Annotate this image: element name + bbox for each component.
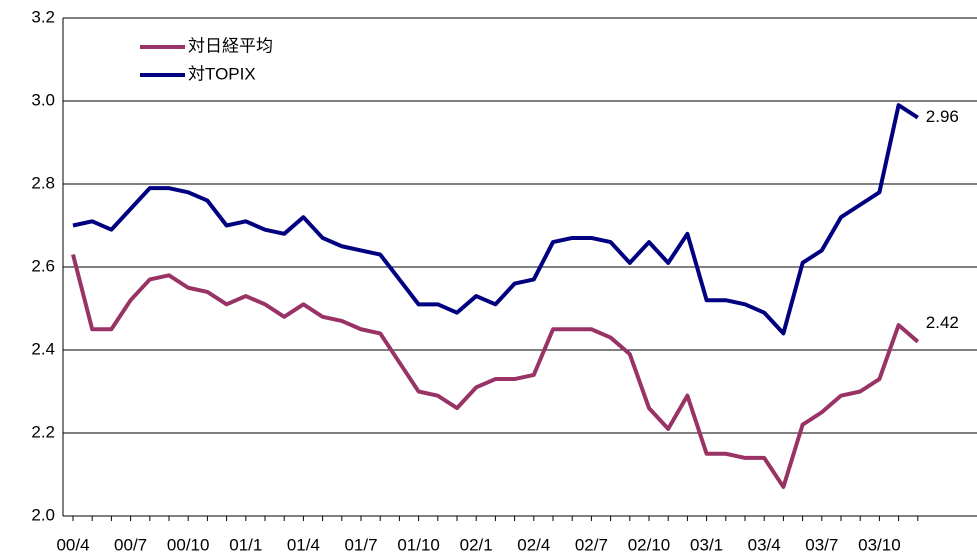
- x-tick-label: 02/10: [628, 535, 671, 554]
- x-tick-label: 03/1: [690, 535, 723, 554]
- series-line: [72, 103, 919, 336]
- x-tick-label: 03/4: [748, 535, 781, 554]
- y-tick-label: 3.0: [31, 90, 55, 109]
- x-tick-label: 01/4: [287, 535, 320, 554]
- y-tick-label: 2.0: [31, 505, 55, 524]
- y-tick-label: 2.4: [31, 339, 55, 358]
- x-tick-label: 03/7: [805, 535, 838, 554]
- x-tick-label: 01/10: [397, 535, 440, 554]
- data-label: 2.42: [926, 313, 959, 332]
- x-tick-label: 01/1: [229, 535, 262, 554]
- data-label: 2.96: [926, 107, 959, 126]
- y-tick-label: 2.6: [31, 256, 55, 275]
- y-tick-label: 2.8: [31, 173, 55, 192]
- x-tick-label: 01/7: [344, 535, 377, 554]
- x-tick-label: 00/10: [167, 535, 210, 554]
- x-tick-label: 02/7: [575, 535, 608, 554]
- series-line: [71, 254, 920, 489]
- y-tick-label: 2.2: [31, 422, 55, 441]
- legend-label: 対日経平均: [188, 36, 273, 55]
- x-tick-label: 00/7: [114, 535, 147, 554]
- x-tick-label: 02/4: [517, 535, 550, 554]
- legend-label: 対TOPIX: [188, 64, 256, 83]
- y-tick-label: 3.2: [31, 7, 55, 26]
- x-tick-label: 03/10: [858, 535, 901, 554]
- x-tick-label: 00/4: [56, 535, 89, 554]
- x-tick-label: 02/1: [460, 535, 493, 554]
